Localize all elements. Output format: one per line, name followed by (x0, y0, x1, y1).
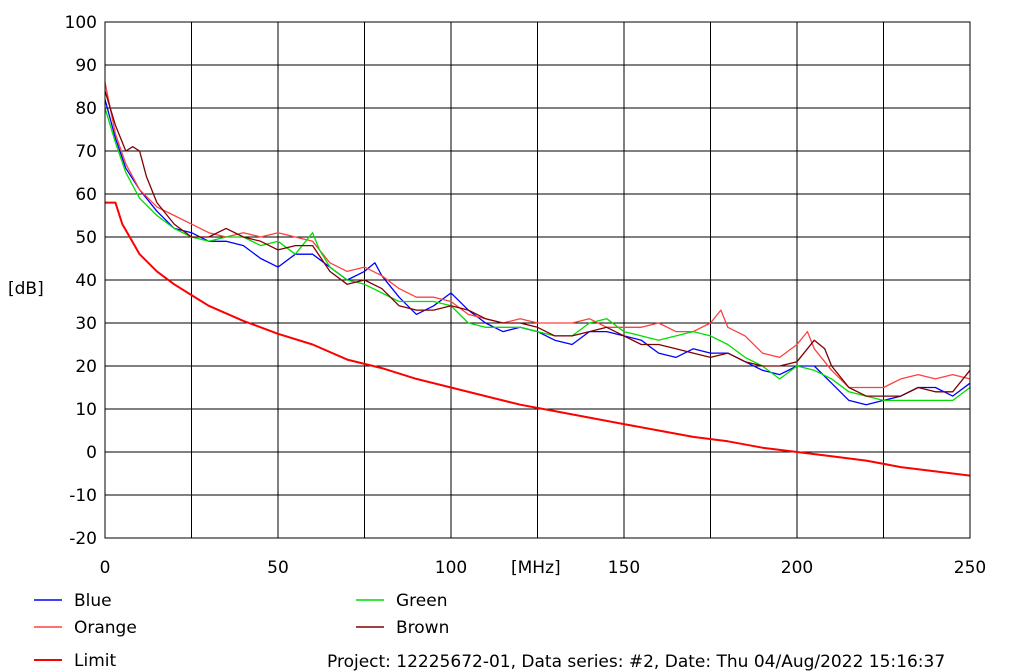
tick-labels: -20 -10 0 10 20 30 40 50 60 70 80 90 100 0 50 100 150 200… (65, 13, 987, 578)
y-tick-label: -20 (69, 529, 97, 549)
legend-label: Green (396, 591, 447, 611)
y-tick-label: 90 (75, 56, 97, 76)
y-tick-label: 40 (75, 271, 97, 291)
y-tick-label: 50 (75, 228, 97, 248)
x-tick-label: 0 (100, 558, 111, 578)
legend-item-limit: Limit (34, 651, 116, 671)
footer-info: Project: 12225672-01, Data series: #2, D… (327, 652, 945, 672)
y-tick-label: 60 (75, 185, 97, 205)
x-tick-label: 250 (954, 558, 986, 578)
legend-label: Blue (74, 591, 112, 611)
plot-frame (104, 21, 971, 539)
legend-item-blue: Blue (34, 591, 112, 611)
y-tick-label: 0 (86, 443, 97, 463)
grid-layer (104, 21, 971, 539)
y-tick-label: 30 (75, 314, 97, 334)
series-layer (104, 82, 971, 477)
legend-label: Limit (74, 651, 116, 671)
x-tick-label: 150 (608, 558, 640, 578)
y-tick-label: 70 (75, 142, 97, 162)
series-line-brown (104, 90, 971, 397)
legend-item-brown: Brown (356, 618, 449, 638)
series-line-green (104, 107, 971, 402)
x-axis-label: [MHz] (511, 558, 561, 578)
legend-label: Brown (396, 618, 449, 638)
series-line-orange (104, 82, 971, 389)
y-tick-label: 80 (75, 99, 97, 119)
legend-item-green: Green (356, 591, 447, 611)
y-tick-label: 10 (75, 400, 97, 420)
x-tick-label: 50 (267, 558, 289, 578)
legend: Blue Orange Green Brown Limit (34, 591, 449, 671)
y-tick-label: -10 (69, 486, 97, 506)
y-tick-label: 20 (75, 357, 97, 377)
legend-label: Orange (74, 618, 137, 638)
series-line-limit (105, 201, 971, 477)
y-axis-label: [dB] (8, 279, 44, 299)
legend-item-orange: Orange (34, 618, 137, 638)
y-tick-label: 100 (65, 13, 97, 33)
x-tick-label: 200 (781, 558, 813, 578)
x-tick-label: 100 (435, 558, 467, 578)
